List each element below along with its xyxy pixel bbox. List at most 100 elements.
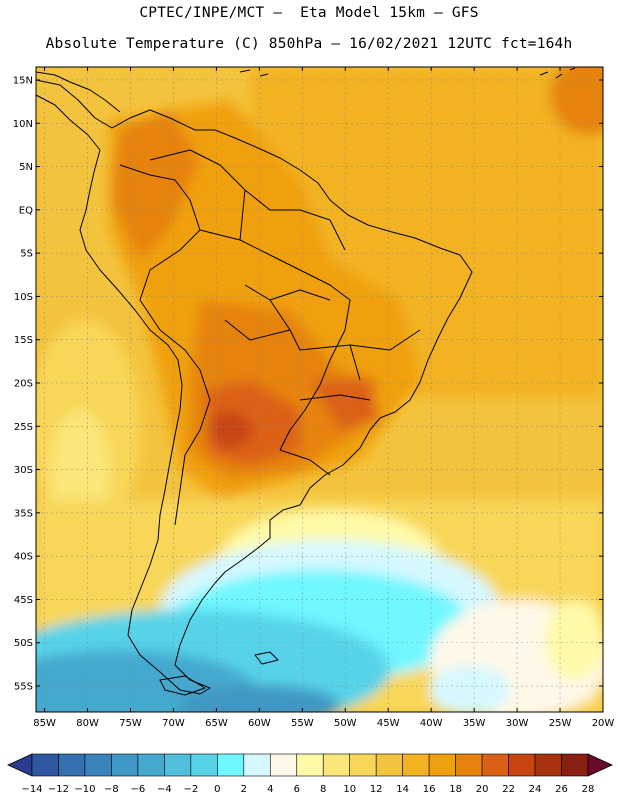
field-cold-patch (430, 665, 510, 712)
legend-swatch (375, 753, 403, 777)
legend-swatch (534, 753, 562, 777)
legend-swatch (164, 753, 192, 777)
legend-label: −14 (21, 784, 42, 795)
lat-label: 15N (13, 75, 33, 86)
legend-label: −6 (131, 784, 146, 795)
lon-label: 70W (162, 718, 185, 729)
color-legend-labels: −14 −12 −10 −8 −6 −4 −2 0 2 4 6 8 10 12 14 16 18 20 22 24 26… (21, 784, 594, 795)
border-brazil (199, 229, 351, 451)
legend-swatch (561, 753, 589, 777)
legend-swatch (402, 753, 430, 777)
color-legend-bar (7, 753, 613, 777)
color-legend: −14 −12 −10 −8 −6 −4 −2 0 2 4 6 8 10 12 14 16 18 20 22 24 26… (7, 753, 613, 795)
field-andes-north-warm (110, 110, 200, 260)
lat-label: 50S (14, 638, 33, 649)
axis-ticks (36, 67, 604, 712)
legend-arrow-low (7, 753, 33, 777)
legend-label: −2 (183, 784, 198, 795)
field-coldest-2 (180, 685, 340, 712)
legend-label: 20 (476, 784, 489, 795)
legend-label: 14 (396, 784, 409, 795)
lon-label: 55W (291, 718, 314, 729)
legend-swatch (455, 753, 483, 777)
legend-swatch (508, 753, 536, 777)
legend-label: −12 (48, 784, 69, 795)
legend-label: 18 (449, 784, 462, 795)
legend-label: 2 (241, 784, 247, 795)
lon-label: 80W (76, 718, 99, 729)
latitude-labels: 15N 10N 5N EQ 5S 10S 15S 20S 25S 30S 35S 40S 45S 50S 5… (13, 75, 33, 692)
coastline-south-america (36, 79, 473, 695)
legend-swatch (428, 753, 456, 777)
map-frame (35, 66, 604, 713)
temperature-field (36, 67, 603, 712)
legend-swatch (111, 753, 139, 777)
longitude-labels: 85W 80W 75W 70W 65W 60W 55W 50W 45W 40W 35W 30W 25W 2… (33, 718, 614, 729)
border-north (149, 149, 346, 251)
legend-label: −4 (157, 784, 172, 795)
lat-label: 10N (13, 119, 33, 130)
falklands (254, 651, 279, 665)
border-andean (119, 164, 211, 526)
legend-label: 24 (529, 784, 542, 795)
legend-arrow-high (587, 753, 613, 777)
lat-label: 25S (14, 422, 33, 433)
border-interior (224, 284, 421, 476)
legend-label: −8 (104, 784, 119, 795)
lon-label: 40W (420, 718, 443, 729)
legend-label: 4 (267, 784, 273, 795)
lon-label: 50W (334, 718, 357, 729)
lon-label: 30W (506, 718, 529, 729)
central-america (36, 71, 121, 113)
legend-swatch (190, 753, 218, 777)
lat-label: 55S (14, 682, 33, 693)
legend-label: −10 (74, 784, 95, 795)
antilles (239, 67, 576, 79)
lon-label: 60W (248, 718, 271, 729)
legend-label: 12 (370, 784, 383, 795)
lon-label: 20W (592, 718, 615, 729)
field-chaco-peak (208, 412, 252, 448)
chart-title: CPTEC/INPE/MCT – Eta Model 15km – GFS (139, 5, 479, 21)
legend-swatch (137, 753, 165, 777)
legend-label: 0 (214, 784, 220, 795)
lon-label: 35W (463, 718, 486, 729)
lon-label: 25W (549, 718, 572, 729)
lat-label: 30S (14, 465, 33, 476)
lat-label: 10S (14, 292, 33, 303)
legend-label: 6 (294, 784, 300, 795)
lon-label: 85W (33, 718, 56, 729)
legend-label: 22 (502, 784, 515, 795)
lat-label: 45S (14, 595, 33, 606)
lat-label: 40S (14, 552, 33, 563)
legend-swatch (296, 753, 324, 777)
legend-swatch (84, 753, 112, 777)
legend-label: 28 (582, 784, 595, 795)
lon-label: 75W (119, 718, 142, 729)
legend-swatch (58, 753, 86, 777)
lon-label: 65W (205, 718, 228, 729)
legend-swatch (243, 753, 271, 777)
legend-swatch (269, 753, 298, 777)
field-sao-paulo-hot (310, 380, 380, 430)
legend-label: 10 (343, 784, 356, 795)
field-ne-warm (550, 67, 603, 135)
chart-subtitle: Absolute Temperature (C) 850hPa – 16/02/… (45, 36, 573, 52)
coastline (36, 67, 576, 696)
legend-swatch (481, 753, 509, 777)
legend-swatch (217, 753, 245, 777)
lat-label: 15S (14, 335, 33, 346)
legend-label: 8 (320, 784, 326, 795)
tierra-del-fuego (159, 675, 206, 696)
legend-label: 16 (423, 784, 436, 795)
legend-swatch (31, 753, 59, 777)
field-east-patch (545, 600, 603, 680)
lat-label: EQ (19, 205, 33, 216)
legend-swatch (322, 753, 351, 777)
legend-swatch (349, 753, 377, 777)
lat-label: 20S (14, 379, 33, 390)
lat-label: 5N (19, 162, 33, 173)
lon-label: 45W (377, 718, 400, 729)
lat-label: 5S (20, 249, 33, 260)
